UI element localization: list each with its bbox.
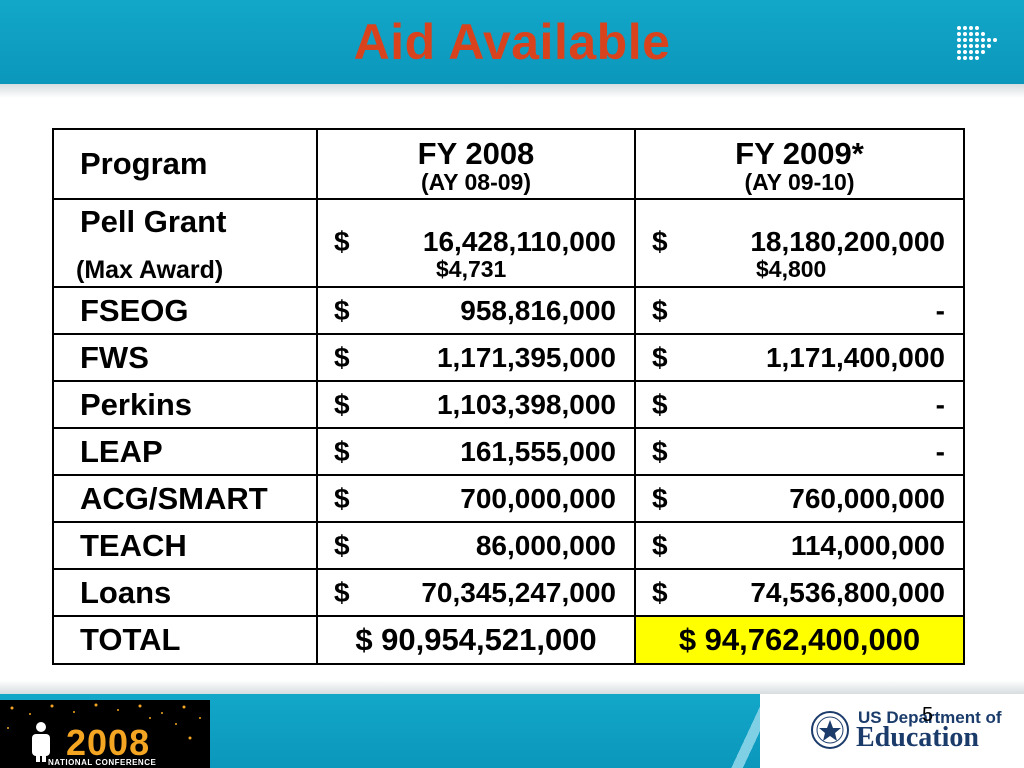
pell-fy2009-cell: $ 18,180,200,000 $4,800 [634, 198, 965, 288]
fy2008-cell: $70,345,247,000 [316, 568, 636, 617]
table-row: FWS $1,171,395,000 $1,171,400,000 [52, 333, 965, 382]
fy2008-amount: 1,103,398,000 [436, 388, 616, 420]
fy2009-amount: 1,171,400,000 [765, 341, 945, 373]
dollar-sign: $ [334, 226, 350, 257]
dollar-sign: $ [334, 294, 350, 326]
slide-title: Aid Available [353, 14, 671, 70]
fy2008-amount: 700,000,000 [460, 482, 616, 514]
fy2008-cell: $161,555,000 [316, 427, 636, 476]
fy2008-cell: $1,103,398,000 [316, 380, 636, 429]
fy2008-label: FY 2008 [417, 136, 535, 171]
conference-logo: 2008 NATIONAL CONFERENCE [0, 700, 210, 768]
table-row: Perkins $1,103,398,000 $ - [52, 380, 965, 429]
fy2009-label: FY 2009* [735, 136, 864, 171]
fy2009-amount: - [935, 294, 945, 326]
stars-icon [7, 703, 201, 740]
dollar-sign: $ [652, 294, 668, 326]
fy2008-amount: 161,555,000 [460, 435, 616, 467]
fy2009-cell: $ - [634, 286, 965, 335]
pell-fy2008-amount: 16,428,110,000 [422, 226, 616, 257]
conference-label: NATIONAL CONFERENCE [48, 758, 157, 767]
table-row-pell: Pell Grant (Max Award) $ 16,428,110,000 … [52, 198, 965, 288]
fy2008-amount: 86,000,000 [475, 529, 616, 561]
fy2008-cell: $700,000,000 [316, 474, 636, 523]
dollar-sign: $ [652, 482, 668, 514]
fy2008-cell: $86,000,000 [316, 521, 636, 570]
table-row-total: TOTAL $ 90,954,521,000 $ 94,762,400,000 [52, 615, 965, 665]
dollar-sign: $ [652, 388, 668, 420]
header-band [0, 0, 1024, 84]
dollar-sign: $ [652, 226, 668, 257]
dollar-sign: $ [652, 341, 668, 373]
dollar-sign: $ [652, 435, 668, 467]
page-number: 5 [922, 704, 934, 726]
fy2009-cell: $1,171,400,000 [634, 333, 965, 382]
fy2008-cell: $1,171,395,000 [316, 333, 636, 382]
program-name: FSEOG [52, 286, 318, 335]
department-line1: US Department of [858, 708, 1002, 727]
table-row: Loans $70,345,247,000 $74,536,800,000 [52, 568, 965, 617]
department-line2: Education [856, 722, 979, 753]
program-name: Loans [52, 568, 318, 617]
program-name: TEACH [52, 521, 318, 570]
total-fy2009-highlighted: $ 94,762,400,000 [634, 615, 965, 665]
table-row: ACG/SMART $700,000,000 $760,000,000 [52, 474, 965, 523]
dollar-sign: $ [334, 529, 350, 561]
table-row: LEAP $161,555,000 $ - [52, 427, 965, 476]
fy2008-amount: 70,345,247,000 [421, 576, 616, 608]
fy2009-header: FY 2009* (AY 09-10) [634, 128, 965, 200]
program-name: ACG/SMART [52, 474, 318, 523]
footer-logo-area [760, 694, 1024, 768]
fy2009-amount: 760,000,000 [789, 482, 945, 514]
pell-name: Pell Grant [80, 203, 227, 239]
program-header: Program [52, 128, 318, 200]
total-label: TOTAL [52, 615, 318, 665]
program-name: FWS [52, 333, 318, 382]
ay2009-label: (AY 09-10) [744, 169, 855, 195]
conference-year: 2008 [66, 722, 151, 763]
dollar-sign: $ [334, 576, 350, 608]
dollar-sign: $ [334, 388, 350, 420]
dollar-sign: $ [334, 482, 350, 514]
dollar-sign: $ [334, 435, 350, 467]
fy2009-cell: $760,000,000 [634, 474, 965, 523]
program-name-pell: Pell Grant (Max Award) [52, 198, 318, 288]
aid-table: Program FY 2008 (AY 08-09) FY 2009* (AY … [52, 128, 965, 665]
dollar-sign: $ [334, 341, 350, 373]
fy2009-amount: 114,000,000 [790, 529, 945, 561]
dots-logo-icon [957, 26, 997, 60]
footer-shadow [0, 680, 1024, 694]
table-header-row: Program FY 2008 (AY 08-09) FY 2009* (AY … [52, 128, 965, 200]
dollar-sign: $ [652, 529, 668, 561]
table-row: FSEOG $958,816,000 $ - [52, 286, 965, 335]
department-seal-icon [811, 711, 849, 749]
header-shadow [0, 84, 1024, 98]
fy2009-cell: $114,000,000 [634, 521, 965, 570]
fy2009-cell: $74,536,800,000 [634, 568, 965, 617]
total-fy2008: $ 90,954,521,000 [316, 615, 636, 665]
fy2008-header: FY 2008 (AY 08-09) [316, 128, 636, 200]
fy2008-amount: 1,171,395,000 [436, 341, 616, 373]
pell-fy2008-max: $4,731 [436, 256, 507, 282]
program-name: Perkins [52, 380, 318, 429]
ay2008-label: (AY 08-09) [421, 169, 531, 195]
program-name: LEAP [52, 427, 318, 476]
fy2009-amount: 74,536,800,000 [750, 576, 945, 608]
fy2009-cell: $ - [634, 427, 965, 476]
table-row: TEACH $86,000,000 $114,000,000 [52, 521, 965, 570]
pell-sub: (Max Award) [76, 255, 224, 284]
fy2009-amount: - [935, 388, 945, 420]
fy2009-cell: $ - [634, 380, 965, 429]
fy2009-amount: - [935, 435, 945, 467]
person-figure-icon [32, 722, 50, 762]
dollar-sign: $ [652, 576, 668, 608]
fy2008-cell: $958,816,000 [316, 286, 636, 335]
pell-fy2009-max: $4,800 [756, 256, 827, 282]
pell-fy2008-cell: $ 16,428,110,000 $4,731 [316, 198, 636, 288]
fy2008-amount: 958,816,000 [460, 294, 616, 326]
pell-fy2009-amount: 18,180,200,000 [750, 226, 945, 257]
